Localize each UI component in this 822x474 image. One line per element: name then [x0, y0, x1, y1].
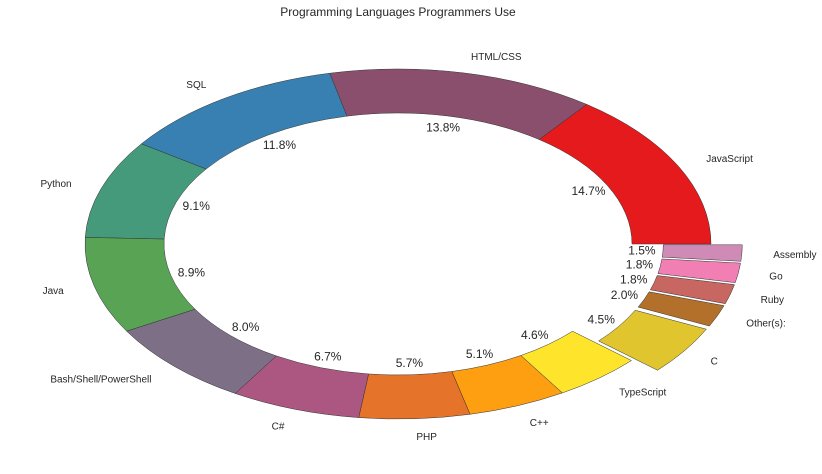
- chart-title: Programming Languages Programmers Use: [280, 5, 516, 19]
- percent-label-typescript: 4.6%: [521, 328, 549, 342]
- slice-sql: [140, 72, 348, 170]
- labels-group: JavaScript 14.7% HTML/CSS 13.8% SQL 11.8% Pyth…: [40, 52, 816, 443]
- category-label-java: Java: [43, 286, 65, 297]
- category-label-c: C++: [530, 418, 549, 429]
- percent-label-c: 6.7%: [314, 349, 342, 363]
- slice-assembly: [661, 244, 743, 262]
- category-label-other-s: Other(s):: [746, 319, 785, 330]
- category-label-php: PHP: [416, 432, 437, 443]
- slice-ruby: [649, 275, 735, 304]
- category-label-html-css: HTML/CSS: [471, 52, 522, 63]
- slice-typescript: [520, 330, 632, 394]
- percent-label-other-s: 2.0%: [611, 288, 639, 302]
- percent-label-c: 4.5%: [588, 313, 616, 327]
- category-label-c: C#: [272, 422, 285, 433]
- percent-label-sql: 11.8%: [263, 138, 296, 152]
- percent-label-assembly: 1.5%: [628, 243, 656, 257]
- slice-javascript: [538, 104, 712, 245]
- category-label-go: Go: [769, 272, 783, 283]
- percent-label-c: 5.1%: [466, 347, 494, 361]
- percent-label-ruby: 1.8%: [620, 273, 648, 287]
- category-label-c: C: [711, 356, 718, 367]
- slice-php: [358, 371, 471, 420]
- percent-label-php: 5.7%: [396, 356, 424, 370]
- slice-other-s: [637, 291, 725, 327]
- category-label-ruby: Ruby: [761, 295, 784, 306]
- slice-go: [657, 258, 741, 283]
- category-label-assembly: Assembly: [773, 250, 816, 261]
- category-label-bash-shell-powershell: Bash/Shell/PowerShell: [50, 374, 151, 385]
- category-label-python: Python: [40, 179, 71, 190]
- percent-label-java: 8.9%: [178, 266, 206, 280]
- percent-label-bash-shell-powershell: 8.0%: [232, 320, 260, 334]
- percent-label-html-css: 13.8%: [426, 121, 460, 135]
- percent-label-go: 1.8%: [626, 258, 654, 272]
- slice-c: [598, 309, 707, 371]
- percent-label-javascript: 14.7%: [571, 184, 605, 198]
- category-label-typescript: TypeScript: [619, 388, 666, 399]
- category-label-sql: SQL: [186, 80, 206, 91]
- category-label-javascript: JavaScript: [706, 154, 753, 165]
- slices-group: [84, 68, 743, 420]
- percent-label-python: 9.1%: [183, 199, 211, 213]
